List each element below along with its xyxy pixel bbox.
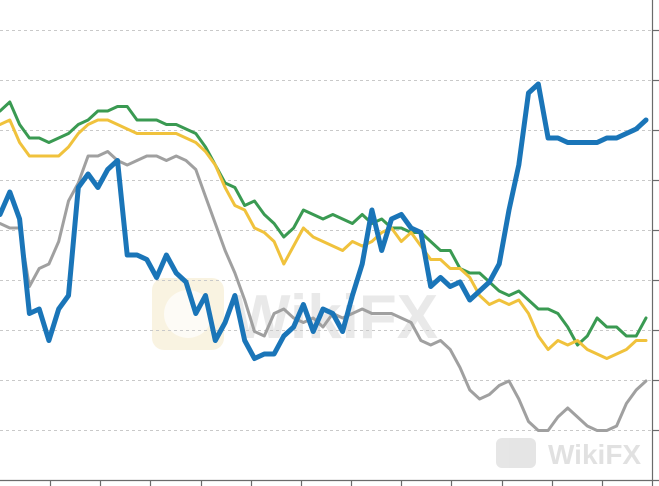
series-line-4 [0, 81, 649, 361]
series-line-2 [0, 118, 648, 360]
footer-watermark-text: WikiFX [548, 439, 641, 470]
footer-watermark-logo [496, 438, 536, 468]
footer-watermark: WikiFX [496, 438, 641, 470]
y-gridlines [0, 30, 652, 431]
series-line-3 [0, 150, 648, 432]
series-lines [0, 81, 649, 432]
series-line-1 [0, 100, 648, 347]
